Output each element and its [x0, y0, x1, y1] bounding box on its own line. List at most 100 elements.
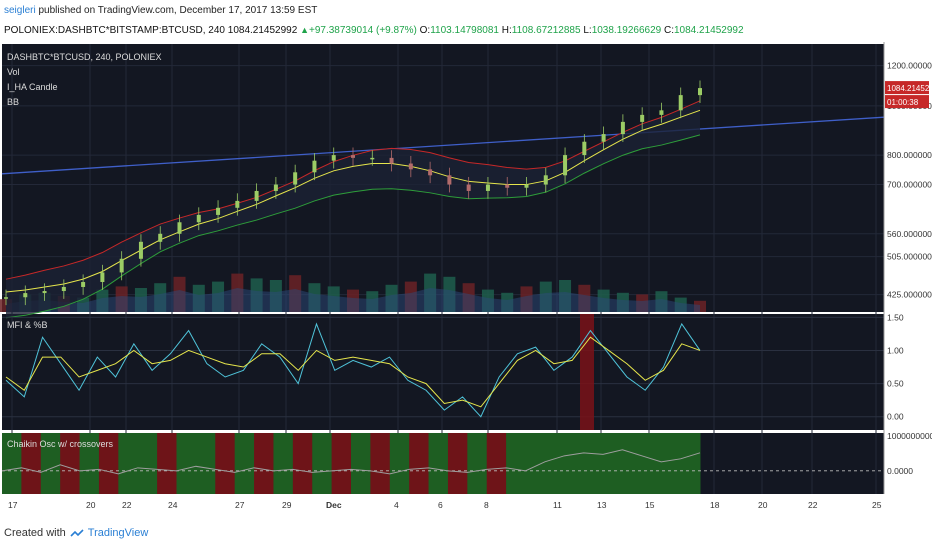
chaikin-state-band [583, 433, 604, 494]
trendline [1, 116, 885, 175]
time-tick-label: 8 [484, 500, 489, 510]
time-tick-label: 18 [710, 500, 720, 510]
time-tick-label: 13 [597, 500, 607, 510]
ha-candle [331, 155, 336, 161]
mfi-highlight-band [580, 314, 594, 430]
change-value: +97.38739014 (+9.87%) [309, 25, 417, 36]
ha-candle [640, 114, 645, 122]
ha-candle [61, 286, 66, 292]
time-tick-label: 6 [438, 500, 443, 510]
chaikin-state-band [447, 433, 468, 494]
ha-candle [196, 214, 201, 223]
symbol-line: POLONIEX:DASHBTC*BITSTAMP:BTCUSD, 240 [4, 25, 225, 36]
chaikin-state-band [622, 433, 643, 494]
price-tick-label: 800.00000000 [887, 150, 932, 160]
chaikin-state-band [409, 433, 430, 494]
chaikin-state-band [544, 433, 565, 494]
time-tick-label: 15 [645, 500, 655, 510]
high-value: 1108.67212885 [511, 25, 581, 36]
chaikin-state-band [641, 433, 662, 494]
ha-candle [138, 241, 143, 259]
chaikin-state-band [428, 433, 449, 494]
chaikin-state-band [137, 433, 158, 494]
author-link[interactable]: seigleri [4, 5, 36, 16]
volume-ma-area [6, 288, 700, 312]
chart-area[interactable]: 17 20 22 24 27 29 Dec 4 6 8 11 13 15 18 20 22 25 1200.000… [0, 42, 932, 520]
chaikin-state-band [506, 433, 526, 494]
main-legend-symbol: DASHBTC*BTCUSD, 240, POLONIEX [7, 52, 162, 62]
chaikin-state-band [603, 433, 623, 494]
time-tick-label: Dec [326, 500, 342, 510]
price-tick-label: 505.00000000 [887, 252, 932, 262]
close-value: 1084.21452992 [674, 25, 744, 36]
ha-candle [100, 272, 105, 283]
chaikin-state-band [564, 433, 585, 494]
mfi-tick-label: 1.00 [887, 345, 904, 355]
last-price: 1084.21452992 [227, 25, 298, 36]
chaikin-state-band [312, 433, 333, 494]
publish-info: seigleri published on TradingView.com, D… [4, 5, 317, 16]
chaikin-state-band [680, 433, 701, 494]
chaikin-state-band [79, 433, 100, 494]
time-tick-label: 27 [235, 500, 245, 510]
chaikin-state-band [118, 433, 139, 494]
pctb-line [5, 336, 701, 408]
mfi-panel-bg [2, 314, 884, 430]
chaikin-legend: Chaikin Osc w/ crossovers [7, 439, 114, 449]
ha-candle [659, 110, 664, 115]
ha-candle [119, 258, 124, 273]
open-value: 1103.14798081 [430, 25, 499, 36]
ohlc-header: POLONIEX:DASHBTC*BITSTAMP:BTCUSD, 240 10… [4, 25, 744, 36]
ha-candle [678, 95, 683, 111]
time-tick-label: 25 [872, 500, 882, 510]
footer: Created with TradingView [4, 527, 148, 539]
ha-candle [620, 121, 625, 135]
chaikin-state-band [292, 433, 313, 494]
main-legend-ha: I_HA Candle [7, 82, 58, 92]
ha-candle [505, 184, 510, 188]
time-tick-label: 20 [86, 500, 96, 510]
chaikin-state-band [525, 433, 546, 494]
time-tick-label: 11 [553, 500, 562, 510]
countdown-tag: 01:00:38 [887, 98, 919, 107]
ha-candle [293, 172, 298, 185]
ha-candle [698, 88, 702, 96]
time-tick-label: 4 [394, 500, 399, 510]
price-tick-label: 1200.00000000 [887, 61, 932, 71]
chaikin-state-band [234, 433, 255, 494]
mfi-line [5, 322, 701, 418]
chaikin-state-band [157, 433, 177, 494]
ha-candle [23, 293, 28, 298]
ha-candle [582, 141, 587, 156]
chaikin-state-band [467, 433, 488, 494]
footer-brand[interactable]: TradingView [87, 527, 149, 539]
high-label: H: [501, 25, 512, 36]
ha-candle [543, 175, 548, 185]
chaikin-state-band [351, 433, 371, 494]
chaikin-state-band [370, 433, 391, 494]
ha-candle [447, 175, 452, 185]
ha-candle [408, 163, 413, 170]
price-tick-label: 425.00000000 [887, 290, 932, 300]
time-tick-label: 17 [8, 500, 18, 510]
time-tick-label: 24 [168, 500, 178, 510]
ha-candle [370, 157, 375, 160]
ha-candle [601, 134, 606, 142]
chaikin-state-band [215, 433, 236, 494]
ha-candle [485, 184, 490, 191]
time-tick-label: 29 [282, 500, 292, 510]
ha-candle [216, 207, 221, 215]
ha-candle [42, 291, 47, 294]
countdown-tag-bg [885, 95, 929, 109]
ha-candle [4, 297, 8, 299]
close-label: C: [664, 25, 674, 36]
price-tick-label: 700.00000000 [887, 180, 932, 190]
chaikin-state-band [98, 433, 119, 494]
open-label: O: [419, 25, 431, 36]
chaikin-state-band [254, 433, 274, 494]
footer-created-with: Created with [4, 527, 66, 539]
chaikin-state-band [661, 433, 682, 494]
main-legend-vol: Vol [7, 67, 20, 77]
ha-candle [273, 184, 278, 191]
bb-fill [6, 100, 700, 318]
